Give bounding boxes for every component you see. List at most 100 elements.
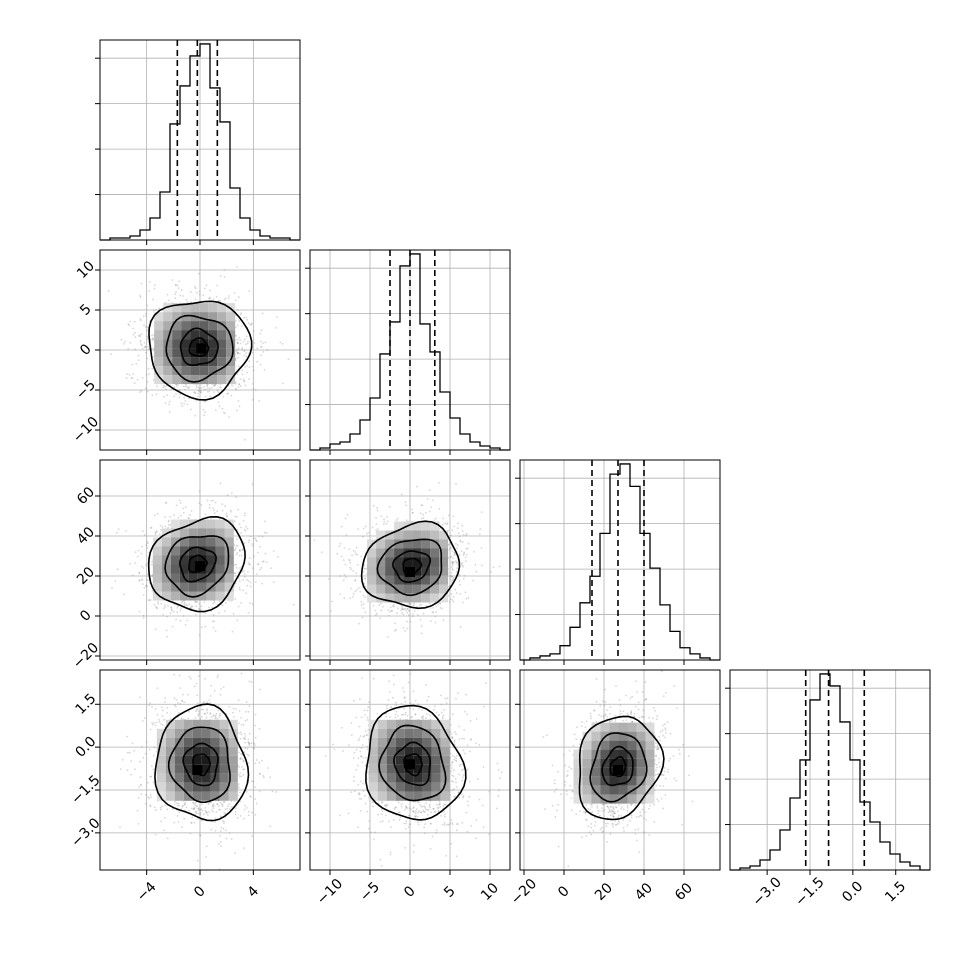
scatter-point <box>244 384 247 387</box>
density-cell <box>190 348 200 358</box>
scatter-point <box>247 738 250 741</box>
scatter-point <box>176 815 179 817</box>
density-cell <box>163 321 173 331</box>
scatter-point <box>159 524 162 527</box>
scatter-point <box>405 504 408 507</box>
scatter-point <box>243 380 246 383</box>
scatter-point <box>244 738 247 740</box>
density-cell <box>170 573 180 583</box>
scatter-point <box>360 604 363 607</box>
density-cell <box>439 566 449 576</box>
scatter-point <box>452 576 455 579</box>
scatter-point <box>255 389 257 391</box>
scatter-point <box>349 561 351 564</box>
scatter-point <box>259 568 261 571</box>
scatter-point <box>200 504 203 506</box>
scatter-point <box>406 627 409 630</box>
scatter-point <box>212 602 215 605</box>
scatter-point <box>146 541 149 544</box>
scatter-point <box>450 534 452 537</box>
scatter-point <box>356 553 359 556</box>
scatter-point <box>209 296 212 299</box>
scatter-point <box>180 718 183 720</box>
scatter-point <box>237 365 240 368</box>
scatter-point <box>153 603 156 606</box>
density-cell <box>421 539 431 549</box>
scatter-point <box>146 546 149 549</box>
scatter-point <box>148 748 151 751</box>
scatter-point <box>142 567 145 569</box>
scatter-point <box>176 605 179 607</box>
scatter-point <box>142 315 145 318</box>
density-cell <box>412 593 422 603</box>
scatter-point <box>226 515 229 518</box>
scatter-point <box>218 716 221 718</box>
scatter-point <box>146 329 149 332</box>
scatter-point <box>461 562 463 564</box>
scatter-point <box>462 601 464 604</box>
scatter-point <box>247 611 250 614</box>
scatter-point <box>492 566 495 569</box>
scatter-point <box>249 557 251 559</box>
scatter-point <box>183 604 186 607</box>
scatter-point <box>213 385 216 387</box>
scatter-point <box>265 561 268 564</box>
density-cell <box>217 330 227 340</box>
scatter-point <box>206 701 208 704</box>
scatter-point <box>245 352 248 355</box>
scatter-point <box>170 607 173 609</box>
scatter-point <box>248 732 251 735</box>
scatter-point <box>352 549 355 552</box>
density-cell <box>172 330 182 340</box>
scatter-point <box>176 804 179 807</box>
scatter-point <box>127 347 130 350</box>
density-cell <box>226 339 236 349</box>
scatter-point <box>380 515 383 517</box>
density-cell <box>394 521 404 531</box>
scatter-point <box>134 348 137 351</box>
scatter-point <box>238 775 241 778</box>
scatter-point <box>272 581 275 583</box>
density-cell <box>188 582 198 592</box>
scatter-point <box>194 414 197 417</box>
scatter-point <box>336 552 339 555</box>
scatter-point <box>196 601 198 603</box>
scatter-point <box>363 582 365 585</box>
scatter-point <box>225 512 228 515</box>
scatter-point <box>249 563 251 566</box>
scatter-point <box>146 357 149 360</box>
scatter-point <box>145 544 148 547</box>
scatter-point <box>219 383 222 386</box>
scatter-point <box>167 299 170 302</box>
scatter-point <box>362 527 365 530</box>
scatter-point <box>158 533 161 535</box>
scatter-point <box>147 542 149 545</box>
density-cell <box>217 357 227 367</box>
scatter-point <box>126 373 129 375</box>
scatter-point <box>165 629 168 632</box>
density-cell <box>385 575 395 585</box>
density-cell <box>439 557 449 567</box>
scatter-point <box>222 411 225 414</box>
density-cell <box>154 321 164 331</box>
scatter-point <box>151 722 154 724</box>
scatter-point <box>442 524 444 526</box>
scatter-point <box>197 395 199 398</box>
density-cell <box>412 584 422 594</box>
scatter-point <box>139 335 142 338</box>
scatter-point <box>233 292 236 294</box>
scatter-point <box>152 378 155 381</box>
scatter-point <box>383 523 385 526</box>
scatter-point <box>164 525 167 528</box>
scatter-point <box>182 385 185 388</box>
density-cell <box>154 312 164 322</box>
scatter-point <box>152 337 154 340</box>
scatter-point <box>141 579 144 581</box>
scatter-point <box>339 542 342 545</box>
panel-frame <box>99 249 301 451</box>
scatter-point <box>245 525 248 528</box>
scatter-point <box>457 563 459 566</box>
scatter-point <box>140 333 143 335</box>
scatter-point <box>213 601 216 604</box>
scatter-point <box>246 371 249 374</box>
